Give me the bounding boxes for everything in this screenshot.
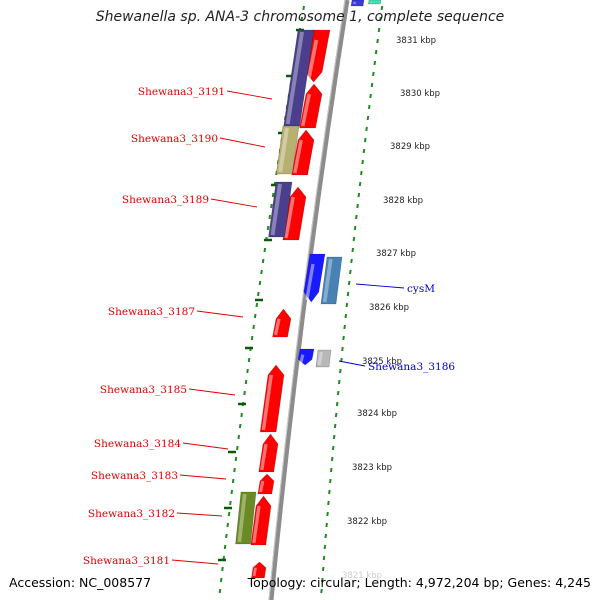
leader-line (338, 360, 366, 367)
gene-arrow-red-9 (250, 495, 272, 546)
leader-line (182, 442, 229, 450)
gene-arrow-red-2 (299, 83, 323, 129)
gene-label-shewana3_3187: Shewana3_3187 (108, 306, 195, 318)
backbone-track (268, 0, 350, 600)
gene-label-shewana3_3190: Shewana3_3190 (131, 133, 218, 145)
genome-summary-text: Topology: circular; Length: 4,972,204 bp… (247, 575, 591, 590)
gene-cog-blue-top (350, 0, 365, 7)
gene-label-shewana3_3184: Shewana3_3184 (94, 438, 181, 450)
map-title: Shewanella sp. ANA-3 chromosome 1, compl… (95, 9, 505, 25)
tick-label-3831: 3831 kbp (396, 36, 436, 46)
gene-cog-purple-2 (268, 181, 293, 238)
gene-cog-olive (235, 491, 257, 545)
gene-label-shewana3_3181: Shewana3_3181 (83, 555, 170, 567)
gene-arrow-red-6 (259, 364, 285, 433)
gene-label-shewana3_3186: Shewana3_3186 (368, 361, 455, 373)
gene-label-shewana3_3191: Shewana3_3191 (138, 86, 225, 98)
tick-label-3830: 3830 kbp (400, 89, 440, 99)
accession-text: Accession: NC_008577 (9, 575, 152, 590)
gene-arrow-red-10 (251, 561, 267, 579)
leader-line (188, 388, 236, 396)
gene-arrow-red-5 (272, 308, 292, 338)
tick-label-3824: 3824 kbp (357, 409, 397, 419)
gene-cog-purple-1 (283, 29, 315, 127)
gene-arrow-red-3 (291, 129, 315, 176)
leader-line (179, 474, 227, 480)
tick-label-3827: 3827 kbp (376, 249, 416, 259)
leader-line (226, 90, 273, 100)
gene-label-shewana3_3183: Shewana3_3183 (91, 470, 178, 482)
tick-label-3826: 3826 kbp (369, 303, 409, 313)
gene-arrow-red-7 (258, 433, 279, 473)
gene-arrow-red-4 (282, 186, 307, 241)
tick-label-3823: 3823 kbp (352, 463, 392, 473)
gene-label-shewana3_3182: Shewana3_3182 (88, 508, 175, 520)
tick-label-3828: 3828 kbp (383, 196, 423, 206)
tick-label-faint: 3821 kbp (342, 571, 382, 581)
gene-arrow-blue-3186 (297, 348, 315, 366)
leader-line (355, 283, 405, 289)
leader-line (210, 198, 258, 208)
leader-line (196, 310, 244, 318)
leader-line (176, 512, 223, 517)
gene-label-cysm: cysM (407, 283, 435, 295)
gene-arrow-blue-cysm (303, 253, 326, 303)
gene-cog-khaki (275, 125, 300, 175)
tick-label-3829: 3829 kbp (390, 142, 430, 152)
tick-label-3825: 3825 kbp (362, 357, 402, 367)
gene-label-shewana3_3185: Shewana3_3185 (100, 384, 187, 396)
gene-gray-3186 (315, 349, 332, 368)
gene-teal-top (368, 0, 382, 5)
leader-line (219, 137, 266, 148)
gene-label-shewana3_3189: Shewana3_3189 (122, 194, 209, 206)
tick-label-3822: 3822 kbp (347, 517, 387, 527)
gene-cog-steel-cysm (320, 256, 343, 305)
gene-arrow-red-8 (257, 473, 275, 495)
leader-line (171, 559, 219, 565)
